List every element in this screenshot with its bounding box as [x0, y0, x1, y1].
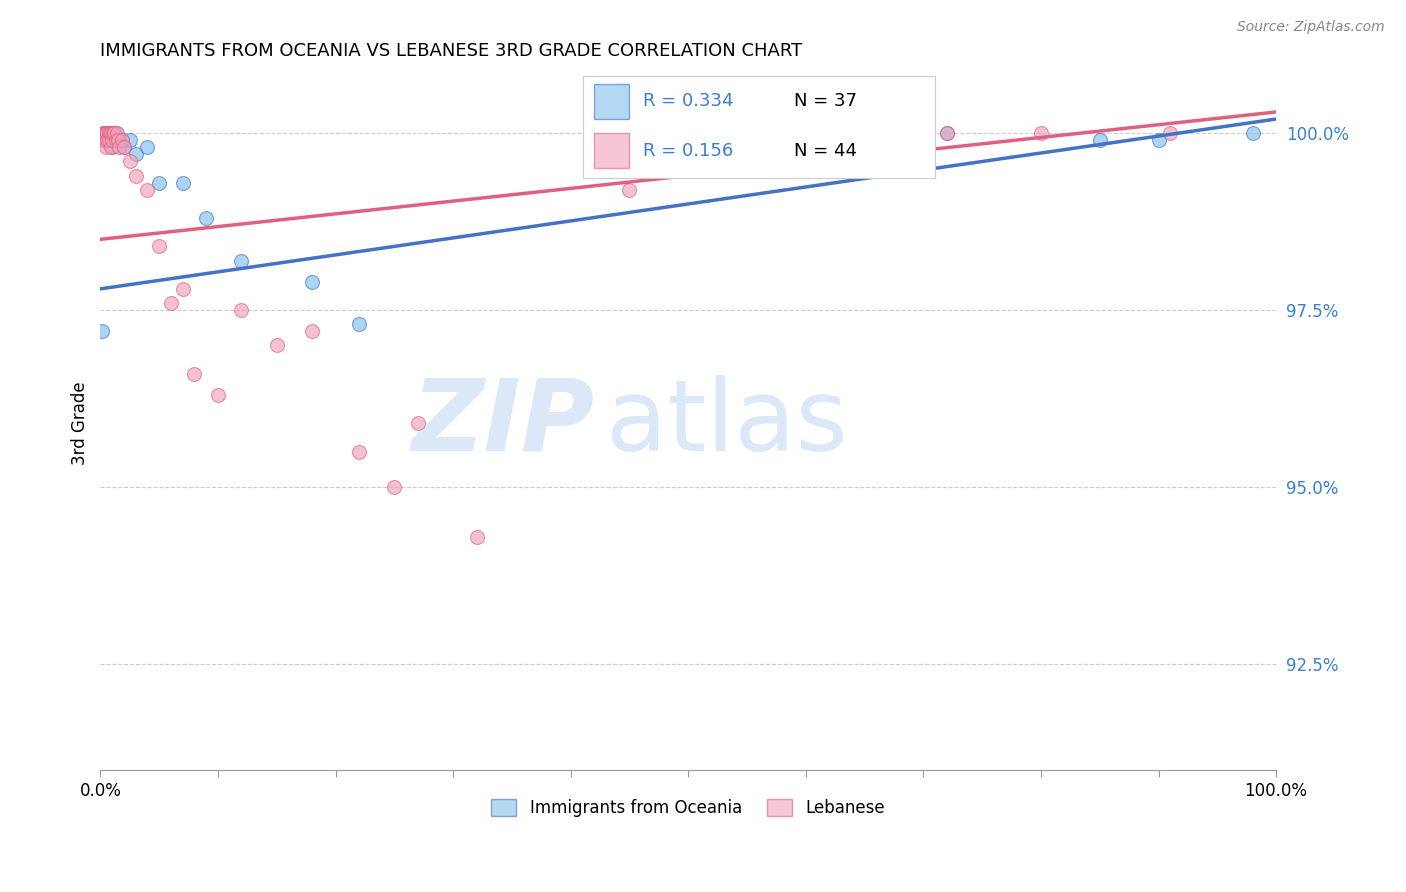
Point	[231, 303, 253, 318]
Point	[382, 480, 405, 494]
Point	[103, 126, 125, 140]
Point	[118, 133, 141, 147]
Point	[195, 211, 218, 226]
Point	[118, 154, 141, 169]
Point	[1147, 133, 1170, 147]
Point	[98, 126, 121, 140]
Point	[172, 282, 194, 296]
Point	[301, 275, 323, 289]
Point	[107, 133, 129, 147]
Point	[98, 126, 121, 140]
Point	[103, 133, 125, 147]
Point	[105, 126, 128, 140]
Point	[96, 126, 118, 140]
Point	[160, 296, 183, 310]
Text: R = 0.334: R = 0.334	[644, 93, 734, 111]
Point	[794, 126, 817, 140]
Text: atlas: atlas	[606, 375, 848, 472]
Point	[100, 126, 122, 140]
Text: R = 0.156: R = 0.156	[644, 142, 734, 160]
Point	[101, 140, 124, 154]
Point	[853, 126, 876, 140]
Point	[94, 126, 117, 140]
FancyBboxPatch shape	[593, 84, 630, 119]
Point	[1029, 126, 1052, 140]
Point	[90, 133, 112, 147]
Point	[97, 133, 120, 147]
Point	[91, 126, 114, 140]
Point	[96, 126, 118, 140]
Point	[1241, 126, 1264, 140]
Point	[96, 140, 118, 154]
Point	[112, 140, 135, 154]
Point	[935, 126, 957, 140]
Point	[124, 169, 146, 183]
Point	[148, 176, 170, 190]
Point	[93, 126, 115, 140]
Point	[100, 140, 122, 154]
Point	[148, 239, 170, 253]
Point	[97, 126, 120, 140]
Text: N = 37: N = 37	[794, 93, 858, 111]
Point	[93, 133, 115, 147]
Point	[104, 126, 127, 140]
Text: IMMIGRANTS FROM OCEANIA VS LEBANESE 3RD GRADE CORRELATION CHART: IMMIGRANTS FROM OCEANIA VS LEBANESE 3RD …	[100, 42, 803, 60]
Point	[96, 126, 118, 140]
Point	[347, 317, 370, 331]
Point	[101, 133, 124, 147]
Point	[103, 126, 125, 140]
Point	[100, 126, 122, 140]
Point	[735, 140, 758, 154]
Point	[108, 133, 131, 147]
Point	[231, 253, 253, 268]
Point	[93, 126, 115, 140]
Text: Source: ZipAtlas.com: Source: ZipAtlas.com	[1237, 20, 1385, 34]
Legend: Immigrants from Oceania, Lebanese: Immigrants from Oceania, Lebanese	[485, 793, 891, 824]
Point	[107, 133, 129, 147]
Point	[112, 140, 135, 154]
Point	[1159, 126, 1181, 140]
Point	[97, 133, 120, 147]
Point	[96, 126, 118, 140]
Point	[347, 444, 370, 458]
Point	[91, 133, 114, 147]
Point	[172, 176, 194, 190]
Point	[97, 126, 120, 140]
Point	[103, 126, 125, 140]
Point	[96, 133, 118, 147]
Text: N = 44: N = 44	[794, 142, 858, 160]
Y-axis label: 3rd Grade: 3rd Grade	[72, 382, 89, 465]
Point	[183, 367, 205, 381]
Point	[96, 126, 118, 140]
Point	[935, 126, 957, 140]
Text: ZIP: ZIP	[411, 375, 595, 472]
Point	[110, 133, 132, 147]
Point	[108, 140, 131, 154]
Point	[1088, 133, 1111, 147]
Point	[406, 417, 429, 431]
Point	[124, 147, 146, 161]
Point	[136, 183, 159, 197]
Point	[301, 324, 323, 338]
FancyBboxPatch shape	[593, 133, 630, 168]
Point	[136, 140, 159, 154]
Point	[110, 133, 132, 147]
Point	[465, 529, 488, 543]
Point	[103, 126, 125, 140]
Point	[100, 133, 122, 147]
Point	[266, 338, 288, 352]
Point	[94, 126, 117, 140]
Point	[94, 126, 117, 140]
Point	[90, 324, 112, 338]
Point	[101, 126, 124, 140]
Point	[619, 183, 641, 197]
Point	[104, 133, 127, 147]
Point	[207, 388, 229, 402]
